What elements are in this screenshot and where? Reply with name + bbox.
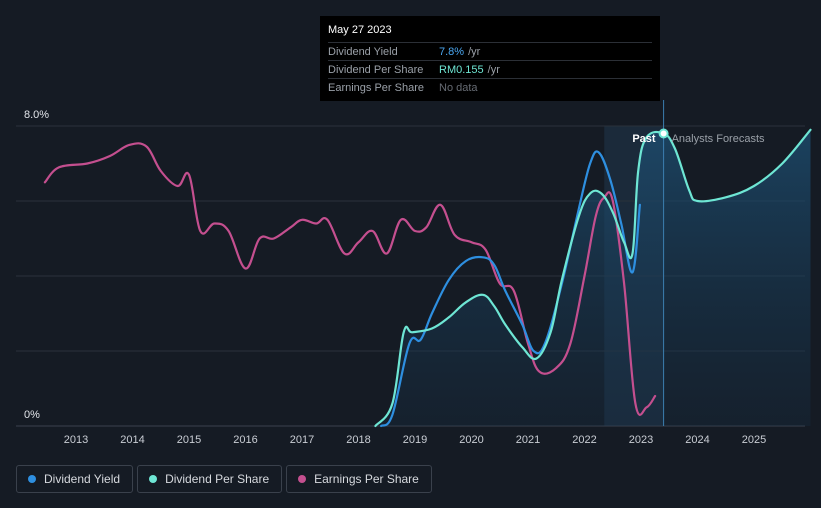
x-tick-label: 2021 <box>516 434 540 446</box>
tooltip-label: Earnings Per Share <box>328 81 424 94</box>
legend-dividend-per-share[interactable]: Dividend Per Share <box>137 465 283 493</box>
dot-cyan-icon <box>149 475 158 483</box>
tooltip-date: May 27 2023 <box>328 24 392 36</box>
highlight-point[interactable] <box>658 128 669 139</box>
x-tick-label: 2019 <box>403 434 427 446</box>
legend-dividend-yield[interactable]: Dividend Yield <box>16 465 134 493</box>
past-label: Past <box>632 133 656 145</box>
x-tick-label: 2017 <box>290 434 314 446</box>
tooltip-unit: /yr <box>468 45 481 58</box>
tooltip-row-dividend-yield: Dividend Yield 7.8% /yr <box>328 42 652 60</box>
dividend-area-fill <box>375 129 811 427</box>
tooltip-value: RM0.155 <box>439 63 484 76</box>
legend-label: Earnings Per Share <box>314 472 419 486</box>
earnings-per-share-line <box>43 142 657 416</box>
tooltip-unit: /yr <box>487 63 500 76</box>
dot-pink-icon <box>298 475 307 483</box>
x-tick-label: 2023 <box>629 434 653 446</box>
tooltip-row-dividend-per-share: Dividend Per Share RM0.155 /yr <box>328 60 652 78</box>
tooltip-value: 7.8% <box>439 45 465 58</box>
dividend-yield-line <box>380 150 641 428</box>
x-tick-label: 2014 <box>120 434 144 446</box>
tooltip-row-earnings-per-share: Earnings Per Share No data <box>328 78 652 96</box>
chart-legend: Dividend Yield Dividend Per Share Earnin… <box>16 465 432 493</box>
legend-label: Dividend Yield <box>44 472 121 486</box>
legend-earnings-per-share[interactable]: Earnings Per Share <box>286 465 432 493</box>
dot-blue-icon <box>28 475 36 483</box>
dividend-per-share-line <box>374 128 812 428</box>
x-tick-label: 2020 <box>459 434 483 446</box>
legend-label: Dividend Per Share <box>165 472 270 486</box>
forecast-label: Analysts Forecasts <box>672 133 765 145</box>
chart-tooltip: May 27 2023 Dividend Yield 7.8% /yr Divi… <box>320 16 660 101</box>
tooltip-value: No data <box>439 81 478 94</box>
y-tick-label: 0% <box>24 409 40 421</box>
tooltip-label: Dividend Per Share <box>328 63 424 76</box>
x-tick-label: 2018 <box>346 434 370 446</box>
x-tick-label: 2015 <box>177 434 201 446</box>
x-tick-label: 2013 <box>64 434 88 446</box>
tooltip-label: Dividend Yield <box>328 45 398 58</box>
x-tick-label: 2016 <box>233 434 257 446</box>
y-tick-label: 8.0% <box>24 109 49 121</box>
x-tick-label: 2022 <box>572 434 596 446</box>
x-tick-label: 2024 <box>685 434 709 446</box>
x-tick-label: 2025 <box>742 434 766 446</box>
